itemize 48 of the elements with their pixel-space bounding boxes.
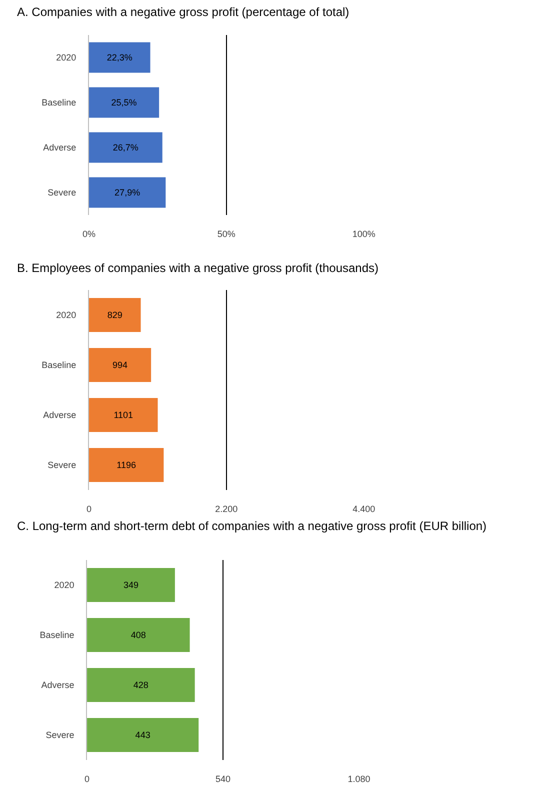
y-tick-label: 2020 [54,580,74,590]
chart-title: B. Employees of companies with a negative gross profit (thousands) [17,261,379,275]
bar [88,177,166,208]
chart-title: A. Companies with a negative gross profit (percentage of total) [17,5,350,19]
chart-title: C. Long-term and short-term debt of companies with a negative gross profit (EUR billion) [17,519,487,533]
y-tick-label: 2020 [56,52,76,63]
x-tick-label: 540 [216,774,231,784]
bar [88,132,162,163]
y-tick-label: 2020 [56,310,76,320]
bar [88,87,160,118]
bar [88,448,164,482]
data-label: 994 [112,360,128,370]
bar [88,348,152,382]
bar [88,42,150,73]
data-label: 1101 [114,410,134,420]
bar [87,668,195,702]
x-tick-label: 0% [82,229,96,239]
data-label: 1196 [116,460,136,470]
bar [87,718,199,752]
data-label: 443 [135,730,150,740]
y-tick-label: Adverse [43,410,76,420]
x-tick-label: 1.080 [348,774,370,784]
data-label: 408 [130,630,146,640]
data-label: 22,3% [106,52,132,62]
bar [87,568,175,602]
data-label: 829 [107,310,122,320]
x-tick-label: 0 [86,504,92,514]
x-tick-label: 100% [352,229,376,239]
data-label: 26,7% [112,142,138,152]
data-label: 428 [133,680,148,690]
y-tick-label: Severe [46,730,74,740]
y-tick-label: Severe [48,460,76,470]
y-tick-label: Baseline [42,98,76,108]
x-tick-label: 4.400 [352,504,376,514]
x-tick-label: 0 [84,774,90,784]
x-tick-label: 2.200 [215,504,238,514]
data-label: 27,9% [114,188,140,198]
y-tick-label: Adverse [41,680,74,690]
y-tick-label: Baseline [42,360,76,370]
data-label: 349 [123,580,139,590]
y-tick-label: Adverse [43,142,76,153]
y-tick-label: Baseline [40,630,74,640]
bar [88,298,141,332]
data-label: 25,5% [111,98,137,108]
y-tick-label: Severe [48,188,76,198]
x-tick-label: 50% [217,229,236,239]
bar [87,618,190,652]
bar [88,398,158,432]
